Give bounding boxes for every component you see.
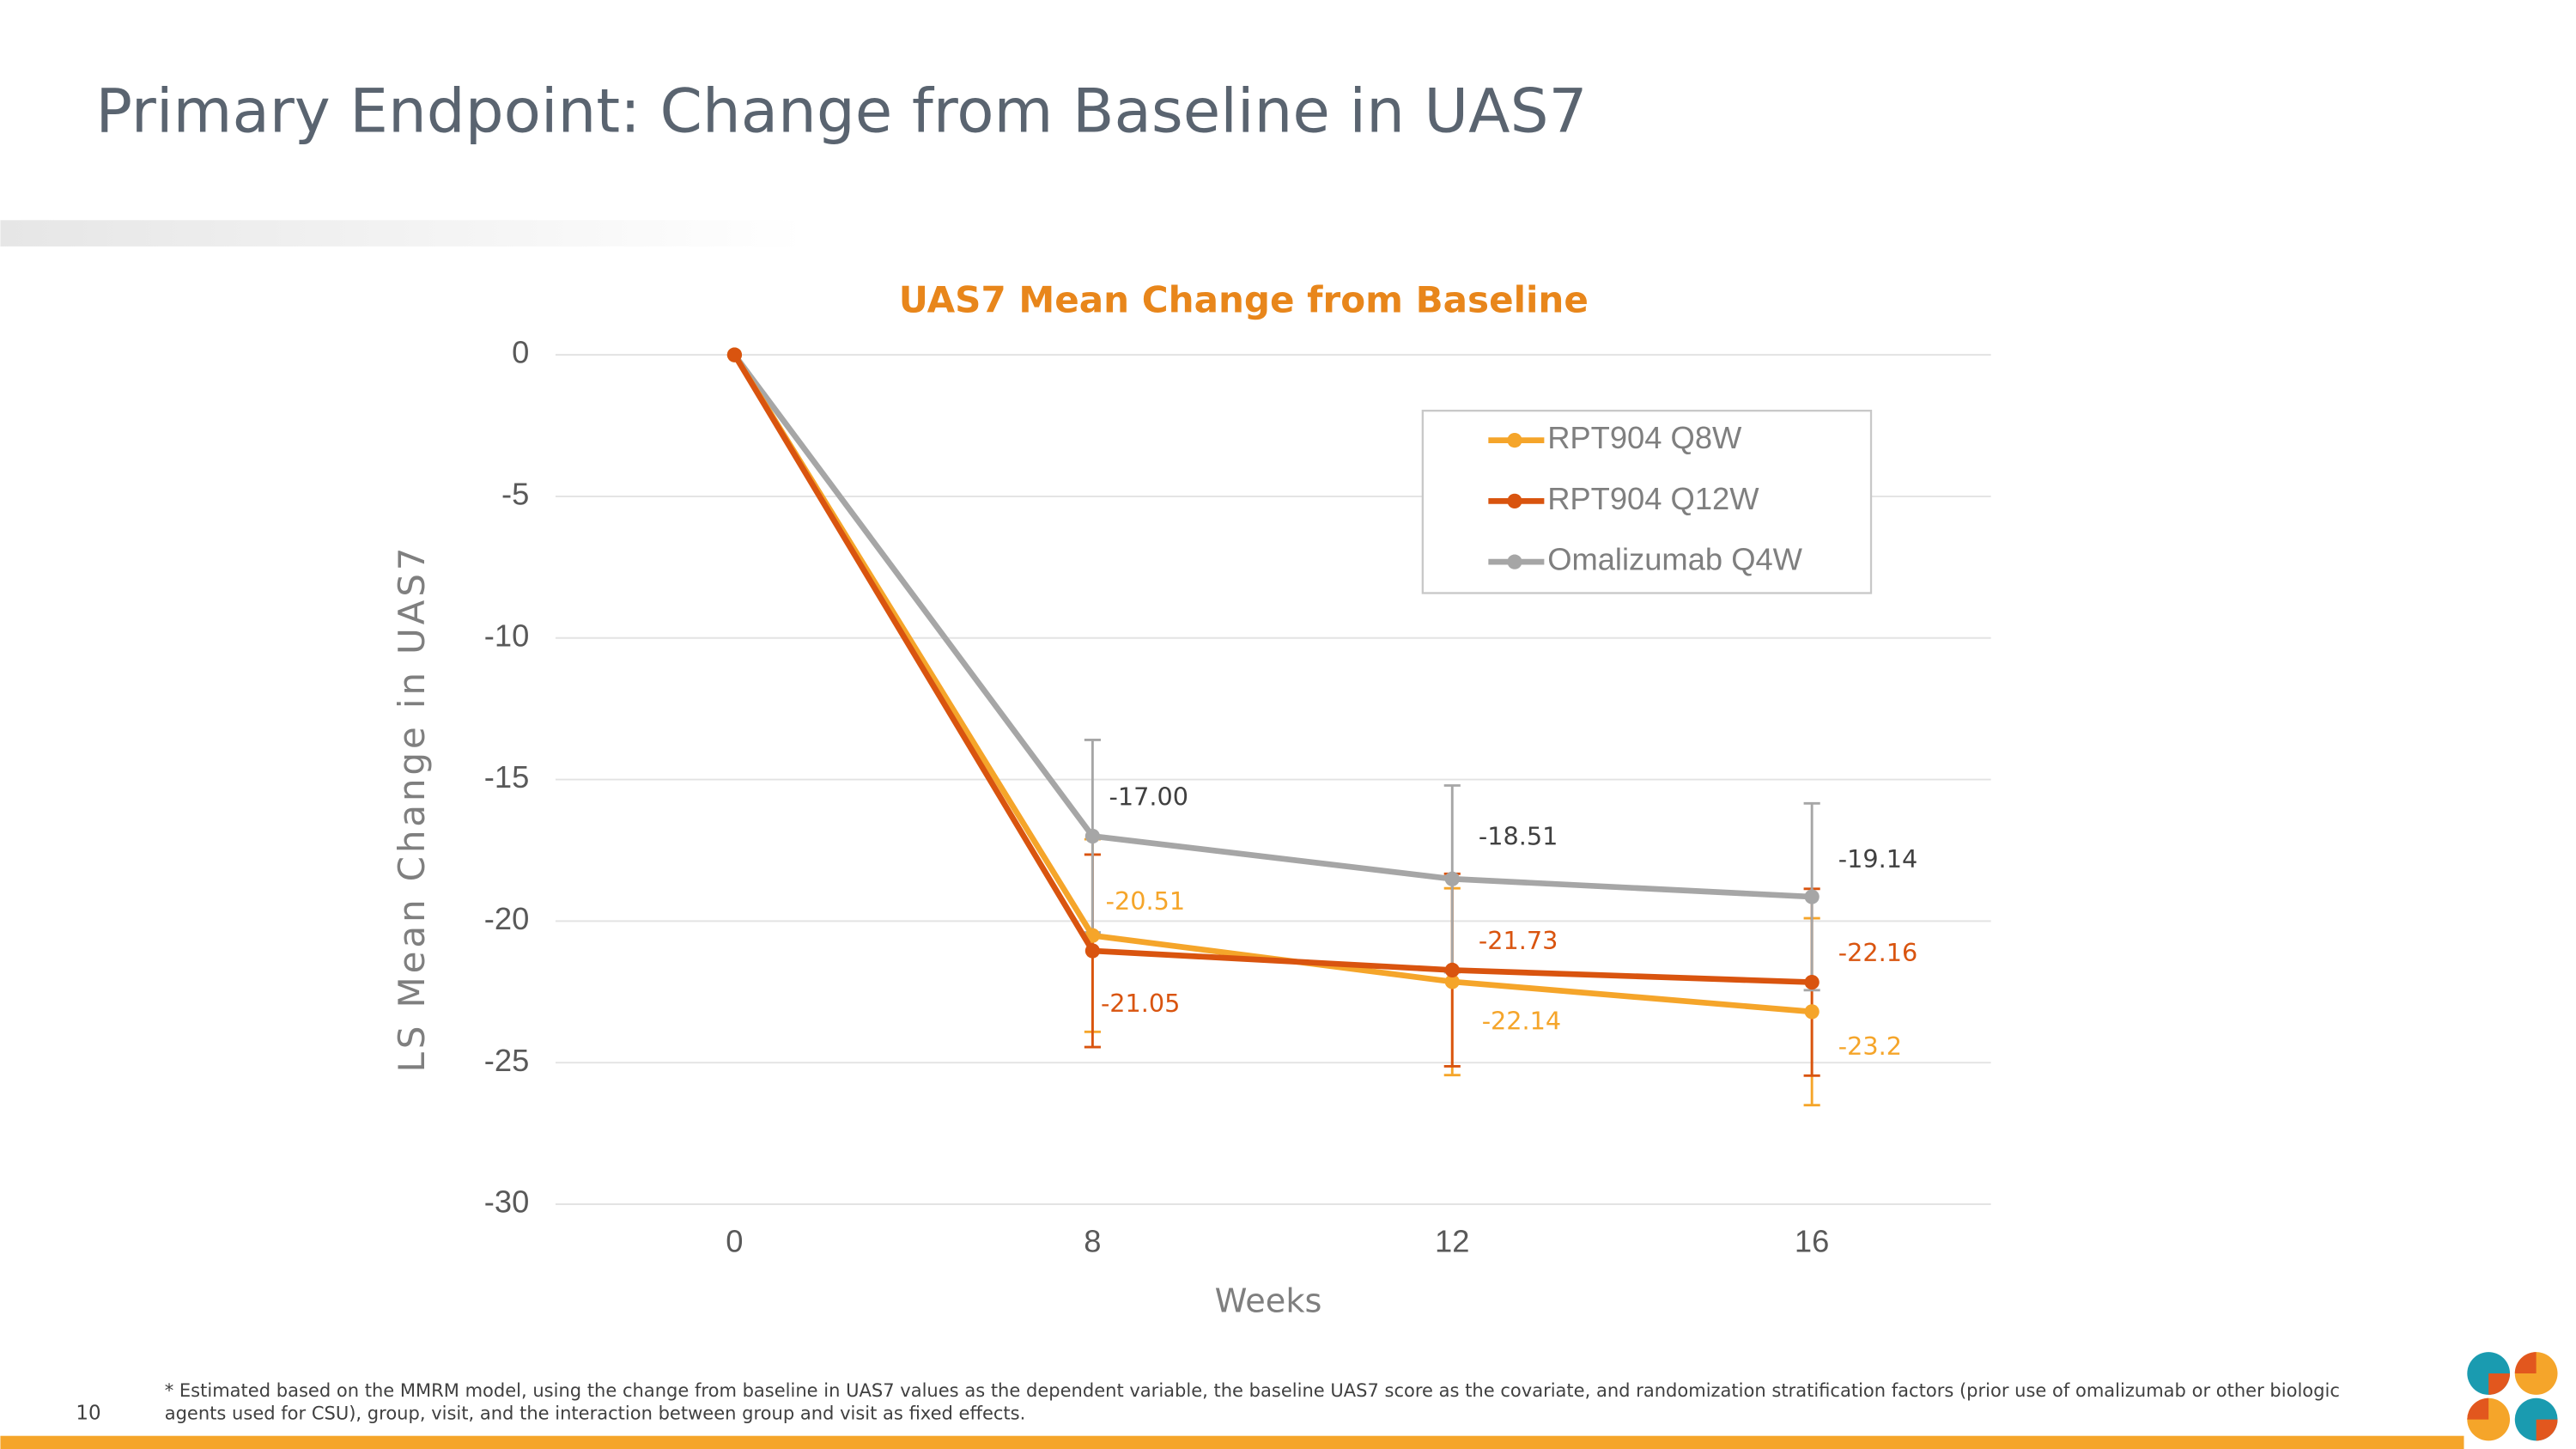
series-line: [732, 353, 1813, 900]
legend-marker: [1507, 432, 1522, 448]
data-label: -21.05: [1101, 989, 1180, 1018]
data-point: [1444, 871, 1460, 886]
data-label: -22.14: [1482, 1007, 1561, 1036]
legend-label: Omalizumab Q4W: [1547, 542, 1802, 577]
y-tick-label: -15: [484, 759, 530, 795]
data-point: [1444, 962, 1460, 978]
y-axis-title: LS Mean Change in UAS7: [391, 545, 433, 1073]
footnote: * Estimated based on the MMRM model, usi…: [165, 1379, 2340, 1401]
data-label: -23.2: [1838, 1032, 1902, 1061]
data-label: -21.73: [1479, 926, 1558, 955]
data-label: -17.00: [1109, 782, 1188, 812]
x-tick-label: 12: [1435, 1224, 1469, 1259]
header-rule: [0, 220, 805, 247]
y-tick-label: -20: [484, 901, 530, 936]
legend-label: RPT904 Q12W: [1547, 481, 1759, 516]
data-label: -22.16: [1838, 938, 1917, 967]
series-line: [732, 353, 1813, 985]
legend-marker: [1507, 554, 1522, 569]
footnote: agents used for CSU), group, visit, and …: [165, 1403, 1026, 1424]
data-label: -19.14: [1838, 844, 1917, 874]
data-point: [1804, 974, 1820, 990]
footer-bar: [0, 1435, 2464, 1449]
x-axis-title: Weeks: [1215, 1282, 1322, 1320]
data-point: [1804, 889, 1820, 904]
logo: [2467, 1352, 2558, 1441]
y-tick-label: -10: [484, 618, 530, 653]
y-tick-label: -25: [484, 1043, 530, 1078]
slide-title: Primary Endpoint: Change from Baseline i…: [95, 75, 1587, 146]
y-tick-label: 0: [512, 335, 529, 370]
y-tick-label: -30: [484, 1184, 530, 1220]
x-tick-label: 8: [1084, 1224, 1101, 1259]
x-tick-label: 16: [1795, 1224, 1829, 1259]
legend-marker: [1507, 493, 1522, 508]
legend-label: RPT904 Q8W: [1547, 420, 1742, 455]
data-point: [1444, 974, 1460, 989]
data-point: [726, 347, 743, 362]
data-label: -18.51: [1479, 821, 1558, 850]
y-tick-label: -5: [501, 477, 529, 512]
x-tick-label: 0: [726, 1224, 743, 1259]
data-point: [1804, 1004, 1820, 1020]
data-point: [1084, 943, 1100, 959]
page-number: 10: [76, 1403, 100, 1425]
data-point: [1084, 828, 1100, 844]
chart-title: UAS7 Mean Change from Baseline: [899, 278, 1589, 320]
data-label: -20.51: [1106, 886, 1185, 916]
